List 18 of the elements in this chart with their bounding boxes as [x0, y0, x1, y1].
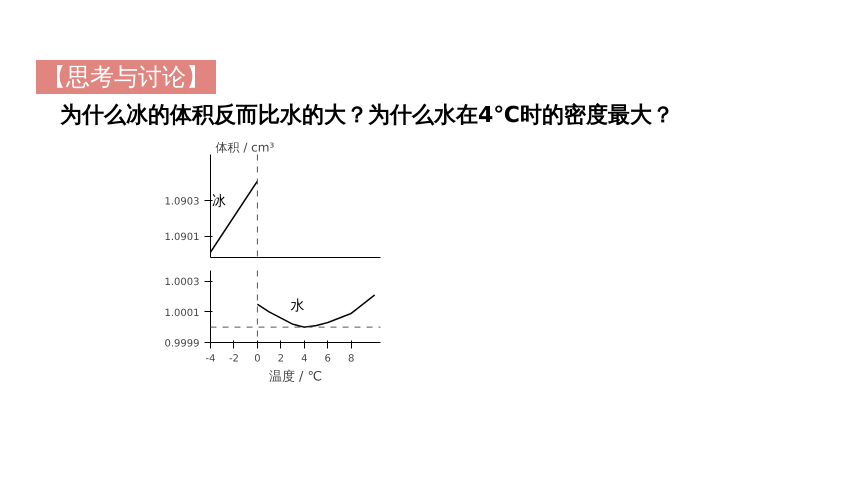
- x-tick-label: 8: [348, 353, 354, 364]
- y-tick-label: 1.0003: [164, 276, 200, 288]
- y-tick-label: 1.0901: [164, 232, 200, 243]
- y-tick-label: 0.9999: [164, 338, 200, 350]
- x-tick-label: 6: [324, 353, 331, 364]
- x-tick-label: -2: [228, 353, 239, 364]
- series-label: 冰: [212, 192, 226, 208]
- y-tick-label: 1.0001: [164, 308, 200, 319]
- series-label: 水: [290, 296, 305, 313]
- x-tick-label: 0: [254, 353, 261, 364]
- y-axis-title: 体积 / cm³: [216, 140, 274, 154]
- x-tick-label: 2: [278, 353, 284, 364]
- x-tick-label: 4: [301, 353, 308, 364]
- x-axis-title: 温度 / ℃: [268, 368, 322, 384]
- chart-title: 【思考与讨论】: [42, 62, 210, 93]
- chart-subtitle: 为什么冰的体积反而比水的大？为什么水在4℃时的密度最大？: [60, 102, 674, 130]
- x-tick-label: -4: [206, 353, 216, 364]
- y-tick-label: 1.0903: [164, 196, 200, 208]
